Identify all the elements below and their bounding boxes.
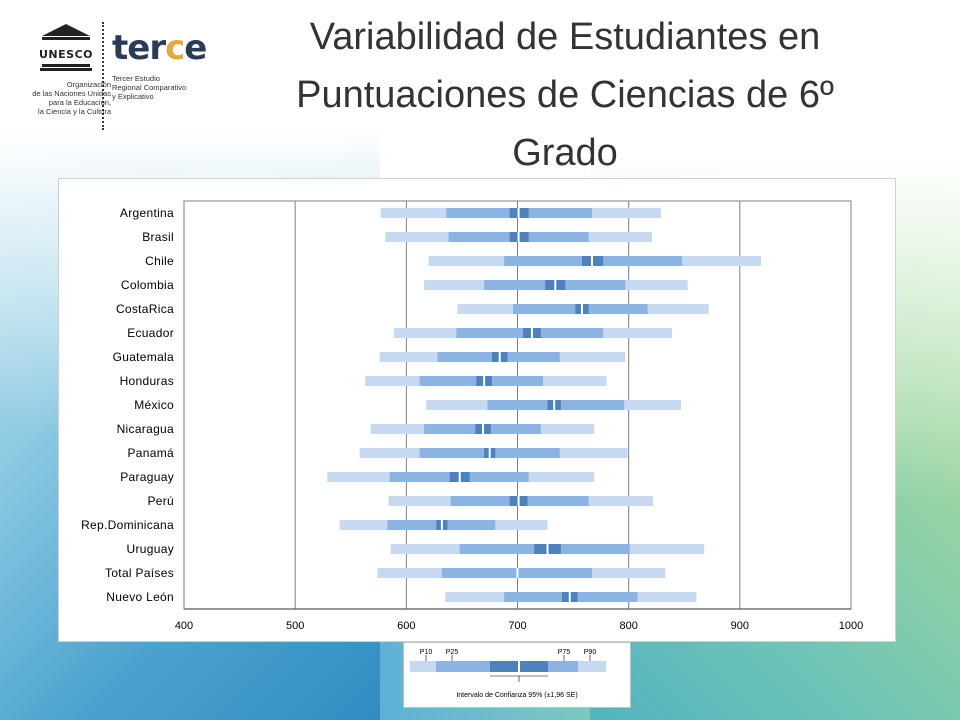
terce-subtitle: Tercer Estudio Regional Comparativo y Ex… [112, 74, 187, 101]
terce-logo: terce Tercer Estudio Regional Comparativ… [112, 28, 207, 101]
x-tick-label: 600 [397, 620, 415, 632]
category-label: Honduras [120, 374, 174, 388]
chart-legend: P10 P25 P75 P90 Intervalo de Confianza 95% (… [403, 642, 631, 708]
category-label: Nicaragua [117, 422, 174, 436]
page-title: Variabilidad de Estudiantes en Puntuacio… [296, 16, 834, 174]
legend-percentile-label: P10 [420, 649, 433, 656]
terce-word-e: e [184, 28, 207, 68]
category-label: Nuevo León [106, 590, 174, 604]
legend-svg: P10 P25 P75 P90 Intervalo de Confianza 95% (… [410, 649, 606, 699]
category-label: Panamá [128, 446, 175, 460]
category-label: Total Países [105, 566, 174, 580]
legend-percentile-label: P25 [446, 649, 459, 656]
terce-word-c: c [165, 28, 185, 68]
terce-wordmark: terce [112, 28, 207, 68]
unesco-org-text: Organización de las Naciones Unidas para… [32, 80, 111, 116]
category-label: Chile [145, 254, 174, 268]
chart-svg: 400 500 600 700 800 900 1000 Argentina Brasil Chi… [81, 200, 863, 632]
x-tick-label: 700 [508, 620, 526, 632]
legend-percentile-label: P75 [558, 649, 571, 656]
category-label: Brasil [142, 230, 174, 244]
terce-word-a: ter [112, 28, 166, 68]
category-label: Rep.Dominicana [81, 518, 174, 532]
chart-container: 400 500 600 700 800 900 1000 Argentina Brasil Chi… [58, 178, 896, 642]
x-tick-label: 900 [731, 620, 749, 632]
x-tick-label: 500 [286, 620, 304, 632]
legend-caption: Intervalo de Confianza 95% (±1,96 SE) [456, 692, 577, 699]
category-label: México [134, 398, 174, 412]
category-label: Argentina [120, 206, 174, 220]
x-tick-label: 1000 [839, 620, 863, 632]
category-label: Guatemala [113, 350, 174, 364]
x-tick-label: 800 [619, 620, 637, 632]
category-label: CostaRica [116, 302, 174, 316]
category-label: Uruguay [127, 542, 174, 556]
category-label: Ecuador [127, 326, 174, 340]
category-label: Paraguay [120, 470, 174, 484]
legend-percentile-label: P90 [584, 649, 597, 656]
category-label: Perú [147, 494, 174, 508]
x-tick-label: 400 [175, 620, 193, 632]
logo-divider [102, 22, 104, 130]
unesco-word: UNESCO [39, 48, 93, 61]
category-label: Colombia [121, 278, 174, 292]
unesco-temple-icon: UNESCO [39, 24, 93, 71]
